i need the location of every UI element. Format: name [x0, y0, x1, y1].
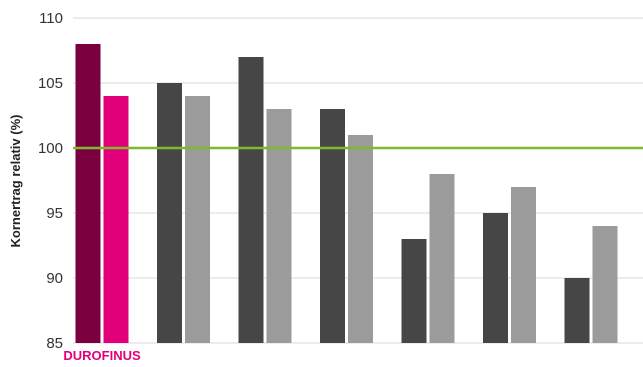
- bar-group-5-1: [511, 187, 536, 343]
- bar-group-6-0: [564, 278, 590, 343]
- bar-group-3-1: [348, 135, 373, 343]
- y-tick-label-2: 95: [46, 205, 63, 222]
- bar-group-2-1: [266, 109, 292, 343]
- bar-group-4-0: [401, 239, 427, 343]
- bar-group-1-0: [157, 83, 182, 343]
- y-tick-labels: 85 90 95 100 105 110: [38, 10, 63, 352]
- y-tick-label-5: 110: [39, 10, 63, 27]
- category-labels: DUROFINUS: [63, 348, 141, 363]
- bar-group-5-0: [483, 213, 508, 343]
- y-tick-label-0: 85: [46, 335, 63, 352]
- bar-group-0-1: [103, 96, 129, 343]
- bars: [75, 44, 618, 343]
- bar-group-6-1: [592, 226, 618, 343]
- y-tick-label-3: 100: [38, 140, 63, 157]
- bar-group-0-0: [75, 44, 101, 343]
- bar-group-2-0: [238, 57, 264, 343]
- bar-group-3-0: [320, 109, 345, 343]
- category-label-0: DUROFINUS: [63, 348, 141, 363]
- y-tick-label-4: 105: [38, 75, 63, 92]
- bar-group-1-1: [185, 96, 210, 343]
- y-tick-label-1: 90: [46, 270, 63, 287]
- bar-group-4-1: [429, 174, 455, 343]
- y-axis-title: Kornertrag relativ (%): [8, 115, 23, 248]
